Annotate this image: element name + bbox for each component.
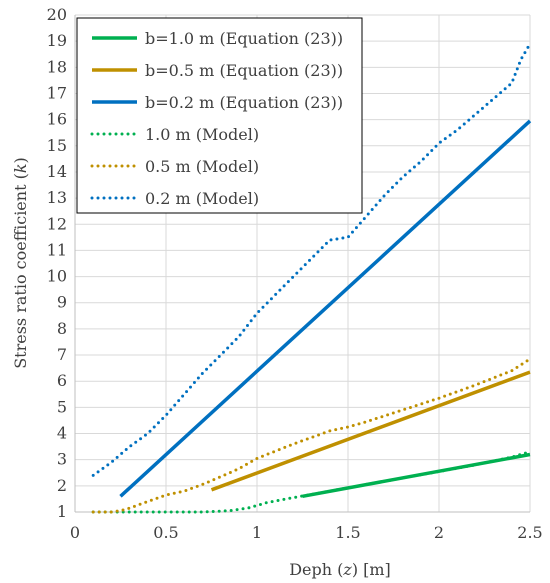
legend-label-5: 0.2 m (Model) xyxy=(145,189,259,208)
y-tick-label: 13 xyxy=(47,188,67,207)
y-tick-label: 10 xyxy=(47,267,67,286)
y-tick-label: 8 xyxy=(57,319,67,338)
y-tick-label: 16 xyxy=(47,110,67,129)
y-tick-label: 11 xyxy=(47,240,67,259)
y-tick-label: 5 xyxy=(57,397,67,416)
x-tick-label: 2 xyxy=(434,523,444,542)
y-tick-label: 2 xyxy=(57,476,67,495)
series-line-3 xyxy=(91,450,532,514)
axes xyxy=(74,15,530,513)
y-tick-label: 19 xyxy=(47,31,67,50)
legend-label-4: 0.5 m (Model) xyxy=(145,157,259,176)
legend-label-1: b=0.5 m (Equation (23)) xyxy=(145,61,343,80)
y-tick-label: 12 xyxy=(47,214,67,233)
series-layer xyxy=(91,42,532,514)
y-tick-label: 3 xyxy=(57,450,67,469)
y-tick-label: 18 xyxy=(47,57,67,76)
x-tick-label: 1.5 xyxy=(335,523,360,542)
legend-label-3: 1.0 m (Model) xyxy=(145,125,259,144)
legend-label-0: b=1.0 m (Equation (23)) xyxy=(145,29,343,48)
y-tick-label: 7 xyxy=(57,345,67,364)
y-tick-label: 1 xyxy=(57,502,67,521)
x-tick-label: 0 xyxy=(70,523,80,542)
y-axis-label: Stress ratio coefficient (k) xyxy=(11,157,30,369)
y-tick-label: 4 xyxy=(57,424,67,443)
y-tick-label: 6 xyxy=(57,371,67,390)
series-line-1 xyxy=(210,370,531,492)
y-tick-label: 14 xyxy=(47,162,67,181)
series-line-2 xyxy=(119,119,532,498)
y-tick-label: 20 xyxy=(47,5,67,24)
series-line-0 xyxy=(302,452,531,499)
x-tick-label: 2.5 xyxy=(517,523,542,542)
x-axis-label: Deph (z) [m] xyxy=(289,560,391,579)
series-line-4 xyxy=(91,357,532,514)
legend-box xyxy=(76,17,363,214)
x-tick-label: 0.5 xyxy=(153,523,178,542)
legend-label-2: b=0.2 m (Equation (23)) xyxy=(145,93,343,112)
y-tick-label: 17 xyxy=(47,83,67,102)
x-tick-label: 1 xyxy=(252,523,262,542)
y-tick-label: 9 xyxy=(57,293,67,312)
legend: b=1.0 m (Equation (23)) b=0.5 m (Equation… xyxy=(76,17,363,214)
tick-labels: 0 0.5 1 1.5 2 2.51234567891011121314151617181… xyxy=(47,5,543,542)
y-tick-label: 15 xyxy=(47,136,67,155)
series-line-5 xyxy=(91,42,532,477)
